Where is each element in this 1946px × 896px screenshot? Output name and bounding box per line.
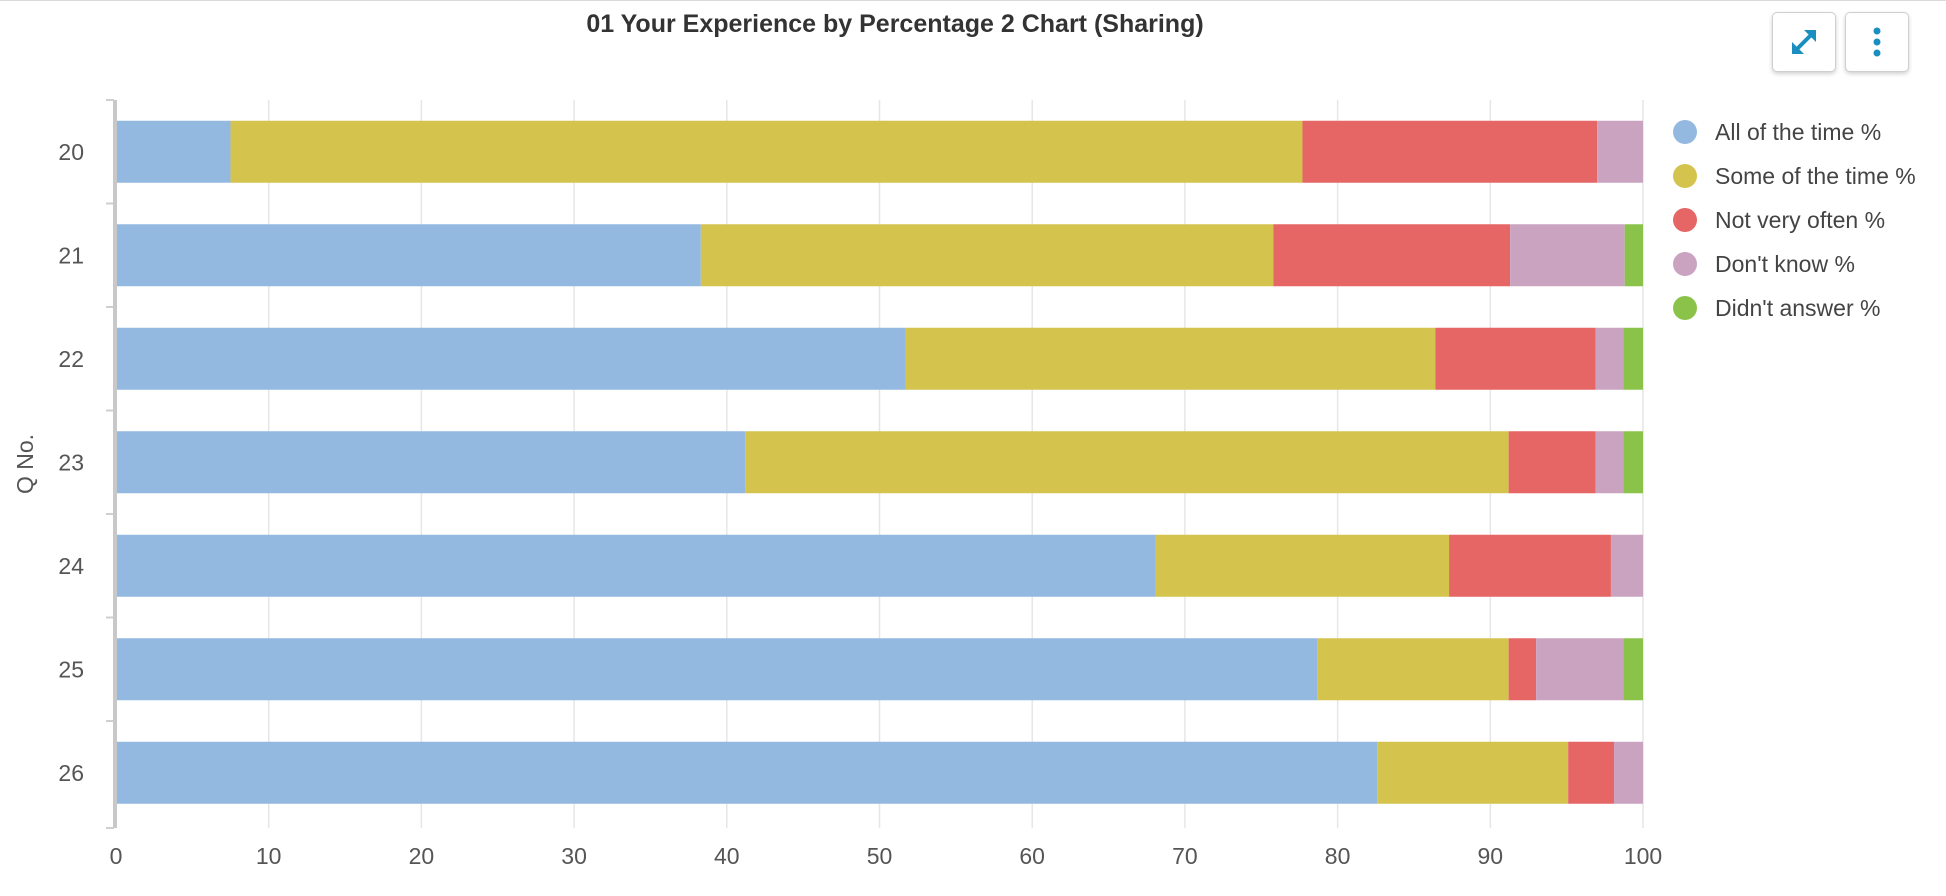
more-options-button[interactable] — [1845, 12, 1909, 72]
bar-segment — [1435, 327, 1596, 390]
bar-segment — [1595, 327, 1624, 390]
bar-segment — [1610, 534, 1643, 597]
chart-legend: All of the time % Some of the time % Not v… — [1673, 110, 1916, 330]
bar-segment — [1377, 741, 1569, 804]
x-tick-label: 90 — [1478, 843, 1504, 869]
legend-label: Don't know % — [1715, 250, 1855, 277]
vertical-ellipsis-icon — [1873, 27, 1881, 57]
y-tick-label: 20 — [58, 139, 84, 165]
chart-title: 01 Your Experience by Percentage 2 Chart… — [586, 10, 1204, 38]
x-tick-label: 40 — [714, 843, 740, 869]
legend-label: Some of the time % — [1715, 162, 1916, 189]
bar-segment — [1302, 120, 1598, 183]
bar-segment — [1510, 224, 1625, 287]
legend-item[interactable]: Not very often % — [1673, 198, 1916, 242]
y-tick-label: 25 — [58, 656, 84, 682]
y-tick-label: 26 — [58, 760, 84, 786]
bar-segment — [116, 431, 746, 494]
bar-segment — [1623, 327, 1643, 390]
bar-segment — [745, 431, 1509, 494]
bar-segment — [116, 120, 231, 183]
expand-button[interactable] — [1772, 12, 1836, 72]
bar-segment — [116, 741, 1378, 804]
top-border — [0, 0, 1946, 7]
x-tick-label: 60 — [1019, 843, 1045, 869]
y-axis-label: Q No. — [12, 434, 38, 494]
y-tick-label: 24 — [58, 553, 84, 579]
bar-segment — [116, 534, 1156, 597]
bar-segment — [1623, 638, 1643, 701]
bar-segment — [1508, 638, 1537, 701]
x-tick-label: 100 — [1624, 843, 1662, 869]
bar-segment — [116, 327, 906, 390]
legend-item[interactable]: All of the time % — [1673, 110, 1916, 154]
bar-segment — [116, 638, 1318, 701]
x-tick-label: 70 — [1172, 843, 1198, 869]
bar-segment — [1317, 638, 1509, 701]
legend-label: Didn't answer % — [1715, 294, 1881, 321]
y-tick-label: 21 — [58, 242, 84, 268]
expand-arrows-icon — [1792, 30, 1816, 54]
x-tick-label: 50 — [867, 843, 893, 869]
y-tick-label: 22 — [58, 346, 84, 372]
legend-item[interactable]: Don't know % — [1673, 242, 1916, 286]
x-tick-label: 80 — [1325, 843, 1351, 869]
legend-swatch — [1673, 296, 1697, 320]
bar-segment — [905, 327, 1436, 390]
bar-segment — [700, 224, 1274, 287]
bar-segment — [1595, 431, 1624, 494]
bar-segment — [1623, 431, 1643, 494]
bar-segment — [1624, 224, 1643, 287]
bar-segment — [1155, 534, 1450, 597]
bar-segment — [1273, 224, 1511, 287]
x-tick-label: 30 — [561, 843, 587, 869]
legend-label: All of the time % — [1715, 118, 1882, 145]
y-tick-label: 23 — [58, 449, 84, 475]
bar-segment — [1597, 120, 1643, 183]
bar-segment — [230, 120, 1303, 183]
legend-swatch — [1673, 120, 1697, 144]
legend-item[interactable]: Some of the time % — [1673, 154, 1916, 198]
legend-item[interactable]: Didn't answer % — [1673, 286, 1916, 330]
bar-segment — [1508, 431, 1596, 494]
legend-label: Not very often % — [1715, 206, 1886, 233]
legend-swatch — [1673, 252, 1697, 276]
bar-segment — [116, 224, 701, 287]
x-tick-label: 0 — [110, 843, 123, 869]
legend-swatch — [1673, 208, 1697, 232]
bar-segment — [1449, 534, 1611, 597]
x-tick-label: 10 — [256, 843, 282, 869]
bar-segment — [1568, 741, 1614, 804]
legend-swatch — [1673, 164, 1697, 188]
bar-segment — [1613, 741, 1643, 804]
bar-segment — [1536, 638, 1624, 701]
x-tick-label: 20 — [409, 843, 435, 869]
